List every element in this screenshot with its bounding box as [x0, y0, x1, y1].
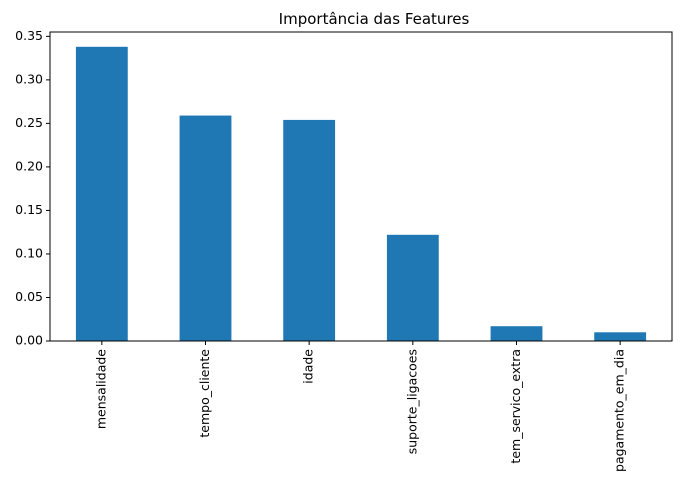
x-tick-label: idade [301, 349, 316, 384]
y-tick-label: 0.35 [15, 28, 43, 43]
chart-title: Importância das Features [279, 10, 470, 28]
x-tick-label: tem_servico_extra [508, 349, 523, 464]
x-tick-label: tempo_cliente [197, 349, 212, 438]
y-tick-label: 0.00 [15, 333, 43, 348]
y-tick-label: 0.30 [15, 71, 43, 86]
y-tick-label: 0.25 [15, 115, 43, 130]
y-tick-label: 0.10 [15, 245, 43, 260]
x-tick-label: suporte_ligacoes [404, 349, 419, 454]
bar-pagamento_em_dia [594, 332, 647, 341]
y-axis: 0.00 0.05 0.10 0.15 0.20 0.25 0.30 0.35 [15, 28, 50, 348]
y-tick-label: 0.20 [15, 158, 43, 173]
bars-group [75, 46, 647, 342]
y-tick-label: 0.05 [15, 289, 43, 304]
x-tick-label: mensalidade [93, 349, 108, 429]
x-tick-label: pagamento_em_dia [612, 349, 627, 472]
bar-suporte_ligacoes [386, 234, 439, 341]
bar-idade [283, 119, 336, 341]
y-tick-label: 0.15 [15, 202, 43, 217]
x-axis: mensalidade tempo_cliente idade suporte_lig… [93, 341, 627, 472]
plot-frame [49, 31, 673, 342]
bar-mensalidade [75, 46, 128, 342]
bar-tem_servico_extra [490, 326, 543, 341]
bar-tempo_cliente [179, 115, 232, 341]
